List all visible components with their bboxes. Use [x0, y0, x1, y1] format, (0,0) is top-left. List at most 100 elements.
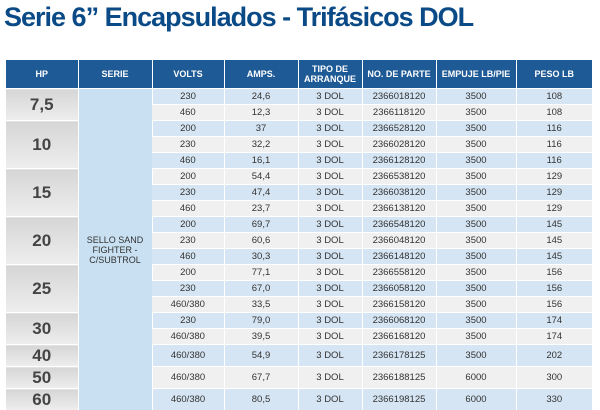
volts-cell: 460/380	[152, 329, 224, 345]
empuje-cell: 3500	[436, 185, 516, 201]
arranque-cell: 3 DOL	[298, 89, 362, 105]
parte-cell: 2366058120	[362, 281, 436, 297]
volts-cell: 230	[152, 313, 224, 329]
header-empuje: EMPUJE LB/PIE	[436, 60, 516, 89]
empuje-cell: 3500	[436, 313, 516, 329]
peso-cell: 116	[516, 121, 592, 137]
volts-cell: 200	[152, 169, 224, 185]
hp-cell: 60	[6, 389, 78, 410]
empuje-cell: 3500	[436, 329, 516, 345]
arranque-cell: 3 DOL	[298, 265, 362, 281]
peso-cell: 145	[516, 249, 592, 265]
empuje-cell: 6000	[436, 367, 516, 389]
parte-cell: 2366028120	[362, 137, 436, 153]
volts-cell: 230	[152, 89, 224, 105]
volts-cell: 230	[152, 137, 224, 153]
parte-cell: 2366558120	[362, 265, 436, 281]
table-header-row: HP SERIE VOLTS AMPS. TIPO DE ARRANQUE NO…	[6, 60, 592, 89]
serie-cell: SELLO SAND FIGHTER - C/SUBTROL	[78, 89, 152, 410]
parte-cell: 2366148120	[362, 249, 436, 265]
parte-cell: 2366188125	[362, 367, 436, 389]
peso-cell: 174	[516, 313, 592, 329]
header-peso: PESO LB	[516, 60, 592, 89]
header-serie: SERIE	[78, 60, 152, 89]
peso-cell: 156	[516, 297, 592, 313]
peso-cell: 300	[516, 367, 592, 389]
amps-cell: 80,5	[224, 389, 298, 410]
amps-cell: 16,1	[224, 153, 298, 169]
arranque-cell: 3 DOL	[298, 169, 362, 185]
amps-cell: 60,6	[224, 233, 298, 249]
hp-cell: 7,5	[6, 89, 78, 121]
hp-cell: 50	[6, 367, 78, 389]
volts-cell: 460	[152, 105, 224, 121]
amps-cell: 79,0	[224, 313, 298, 329]
arranque-cell: 3 DOL	[298, 105, 362, 121]
amps-cell: 33,5	[224, 297, 298, 313]
peso-cell: 116	[516, 137, 592, 153]
amps-cell: 54,9	[224, 345, 298, 367]
parte-cell: 2366038120	[362, 185, 436, 201]
arranque-cell: 3 DOL	[298, 281, 362, 297]
peso-cell: 129	[516, 185, 592, 201]
volts-cell: 460	[152, 249, 224, 265]
arranque-cell: 3 DOL	[298, 217, 362, 233]
parte-cell: 2366138120	[362, 201, 436, 217]
parte-cell: 2366178125	[362, 345, 436, 367]
arranque-cell: 3 DOL	[298, 153, 362, 169]
empuje-cell: 3500	[436, 265, 516, 281]
arranque-cell: 3 DOL	[298, 367, 362, 389]
hp-cell: 15	[6, 169, 78, 217]
empuje-cell: 3500	[436, 249, 516, 265]
parte-cell: 2366538120	[362, 169, 436, 185]
header-no-parte: NO. DE PARTE	[362, 60, 436, 89]
parte-cell: 2366048120	[362, 233, 436, 249]
hp-cell: 30	[6, 313, 78, 345]
amps-cell: 54,4	[224, 169, 298, 185]
empuje-cell: 3500	[436, 217, 516, 233]
page-title: Serie 6” Encapsulados - Trifásicos DOL	[4, 2, 473, 33]
header-volts: VOLTS	[152, 60, 224, 89]
arranque-cell: 3 DOL	[298, 313, 362, 329]
hp-cell: 10	[6, 121, 78, 169]
parte-cell: 2366158120	[362, 297, 436, 313]
motor-spec-table: HP SERIE VOLTS AMPS. TIPO DE ARRANQUE NO…	[6, 60, 592, 410]
arranque-cell: 3 DOL	[298, 345, 362, 367]
arranque-cell: 3 DOL	[298, 329, 362, 345]
empuje-cell: 3500	[436, 121, 516, 137]
peso-cell: 145	[516, 233, 592, 249]
peso-cell: 145	[516, 217, 592, 233]
volts-cell: 460	[152, 153, 224, 169]
arranque-cell: 3 DOL	[298, 185, 362, 201]
amps-cell: 77,1	[224, 265, 298, 281]
parte-cell: 2366198125	[362, 389, 436, 410]
volts-cell: 460/380	[152, 297, 224, 313]
volts-cell: 460/380	[152, 345, 224, 367]
parte-cell: 2366548120	[362, 217, 436, 233]
peso-cell: 174	[516, 329, 592, 345]
peso-cell: 156	[516, 281, 592, 297]
hp-cell: 25	[6, 265, 78, 313]
parte-cell: 2366068120	[362, 313, 436, 329]
arranque-cell: 3 DOL	[298, 201, 362, 217]
empuje-cell: 3500	[436, 105, 516, 121]
empuje-cell: 3500	[436, 201, 516, 217]
arranque-cell: 3 DOL	[298, 297, 362, 313]
arranque-cell: 3 DOL	[298, 249, 362, 265]
arranque-cell: 3 DOL	[298, 233, 362, 249]
peso-cell: 129	[516, 201, 592, 217]
arranque-cell: 3 DOL	[298, 389, 362, 410]
amps-cell: 23,7	[224, 201, 298, 217]
volts-cell: 460	[152, 201, 224, 217]
peso-cell: 202	[516, 345, 592, 367]
empuje-cell: 3500	[436, 345, 516, 367]
amps-cell: 30,3	[224, 249, 298, 265]
volts-cell: 460/380	[152, 389, 224, 410]
peso-cell: 108	[516, 89, 592, 105]
header-tipo-arranque: TIPO DE ARRANQUE	[298, 60, 362, 89]
empuje-cell: 3500	[436, 169, 516, 185]
volts-cell: 200	[152, 217, 224, 233]
amps-cell: 67,7	[224, 367, 298, 389]
parte-cell: 2366018120	[362, 89, 436, 105]
